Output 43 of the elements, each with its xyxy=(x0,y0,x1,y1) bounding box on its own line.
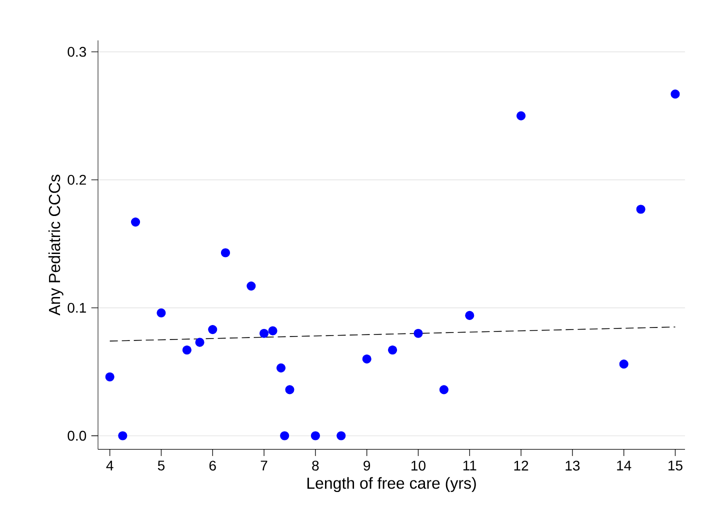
x-tick-label: 9 xyxy=(364,460,370,471)
x-tick-label: 8 xyxy=(312,460,319,471)
point xyxy=(259,328,269,338)
point xyxy=(118,431,128,440)
y-tick-label: 0.3 xyxy=(68,46,86,57)
y-tick-label: 0.2 xyxy=(68,174,86,185)
x-tick-label: 6 xyxy=(209,460,216,471)
point xyxy=(310,431,320,440)
point xyxy=(516,111,526,120)
x-tick-label: 12 xyxy=(514,460,528,470)
point xyxy=(268,326,278,336)
x-tick-label: 4 xyxy=(106,460,114,470)
x-tick-label: 5 xyxy=(158,460,165,470)
point xyxy=(276,363,286,372)
point xyxy=(465,310,474,320)
x-axis-title: Length of free care (yrs) xyxy=(307,477,476,492)
y-tick-label: 0.1 xyxy=(68,302,86,313)
x-tick-label: 7 xyxy=(260,460,268,470)
x-tick-label: 10 xyxy=(412,460,426,471)
point xyxy=(156,308,166,318)
point xyxy=(220,248,230,258)
point xyxy=(285,385,294,394)
point xyxy=(208,325,218,334)
point xyxy=(439,385,448,394)
point xyxy=(280,431,290,440)
x-tick-label: 11 xyxy=(463,460,476,470)
point xyxy=(362,354,372,364)
point xyxy=(195,338,204,347)
x-tick-label: 14 xyxy=(617,460,632,470)
point xyxy=(414,328,423,338)
point xyxy=(388,345,398,355)
point xyxy=(182,345,192,355)
point xyxy=(336,431,346,440)
point xyxy=(105,372,114,382)
point xyxy=(246,281,256,291)
point xyxy=(130,218,140,227)
point xyxy=(636,204,646,214)
y-tick-label: 0.0 xyxy=(68,430,86,441)
y-axis-title: Any Pediatric CCCs xyxy=(48,174,64,316)
point xyxy=(619,360,628,369)
x-tick-label: 13 xyxy=(566,460,580,471)
point xyxy=(670,90,680,99)
x-tick-label: 15 xyxy=(668,460,682,470)
